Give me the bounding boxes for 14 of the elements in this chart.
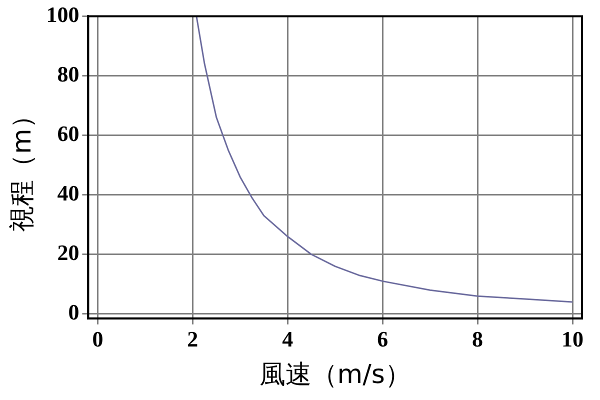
y-tick-label: 40 [57, 180, 80, 206]
x-tick-label: 6 [377, 326, 388, 352]
y-tick-label: 80 [57, 61, 80, 86]
y-tick-label: 0 [68, 300, 80, 325]
x-tick-label: 4 [282, 326, 294, 352]
y-tick-label: 100 [46, 2, 80, 27]
y-tick-label: 60 [57, 120, 80, 146]
x-tick-label: 8 [472, 326, 484, 352]
x-tick-label: 2 [187, 326, 198, 352]
x-axis-title: 風速（m/s） [259, 360, 411, 390]
y-tick-label: 20 [57, 240, 80, 266]
x-tick-label: 10 [562, 326, 584, 352]
x-tick-label: 0 [92, 326, 104, 352]
y-axis-title: 視程（m） [7, 102, 38, 232]
